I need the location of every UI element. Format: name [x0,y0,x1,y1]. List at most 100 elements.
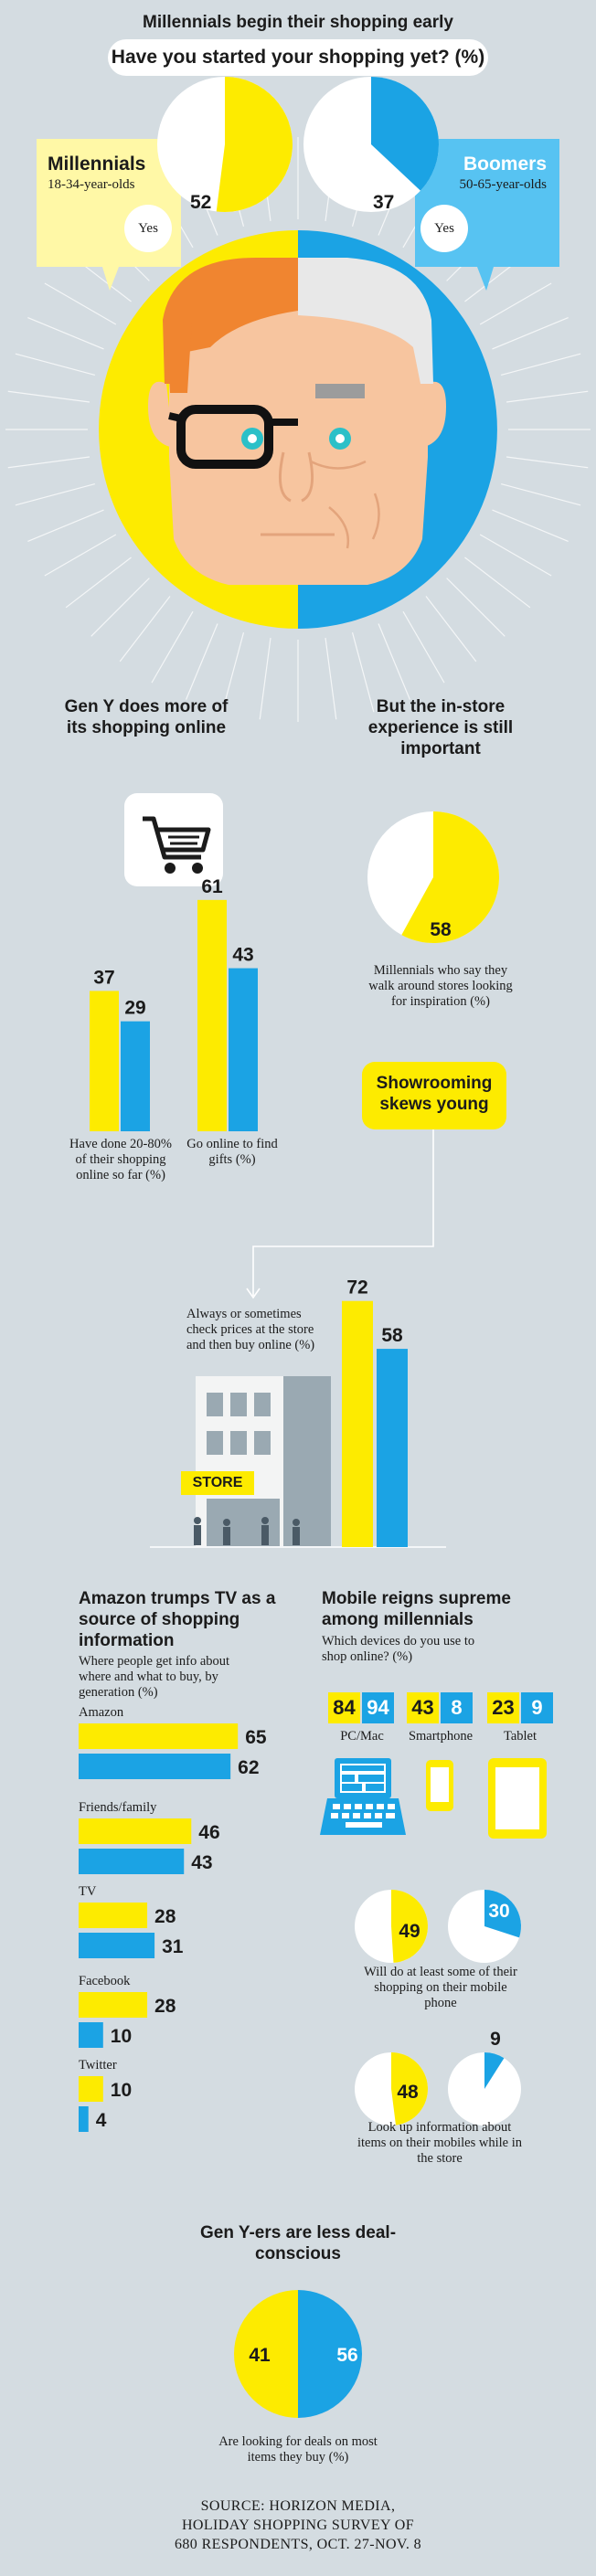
sunburst-ray [425,596,477,663]
millennials-ages: 18-34-year-olds [48,177,135,192]
sunburst-ray [15,482,95,506]
source-bar [79,1723,239,1749]
source-bar-value: 10 [111,2026,132,2047]
deals-title: Gen Y-ers are less deal-conscious [199,2223,397,2263]
online-bar-chart: 37 29 61 43 [90,876,258,1131]
source-bar [79,1992,148,2018]
online-cat-1: Have done 20-80% of their shopping onlin… [69,1137,172,1182]
source-category-label: Amazon [79,1705,124,1720]
sunburst-ray [378,623,411,700]
sunburst-ray [464,557,531,609]
source-bar [79,2022,103,2048]
pie-top-boomers-slice [371,77,439,191]
source-category-label: TV [79,1884,97,1899]
showrooming-bar-chart: 72 58 [342,1277,408,1547]
deals-millennials-half [234,2290,298,2418]
source-bar-value: 10 [111,2080,132,2101]
lookup-caption: Look up information about items on their… [357,2120,523,2166]
amazon-subtitle: Where people get info about where and wh… [79,1654,230,1700]
mobile-subtitle: Which devices do you use to shop online?… [322,1634,475,1664]
millennial-speech-bubble [37,139,181,291]
source-bar-value: 28 [154,1996,176,2017]
online-bar [121,1021,150,1131]
millennials-yes: Yes [138,221,158,236]
sunburst-ray [492,509,569,543]
pie-top-boomers-label: 37 [373,192,395,213]
phone-pie-millennials-value: 49 [399,1921,420,1942]
store-illustration [150,1376,446,1548]
device-value-square: 9 [521,1692,553,1723]
question-pill: Have you started your shopping yet? (%) [108,39,488,76]
store-sign-text: STORE [192,1475,243,1490]
showroom-caption: Always or sometimes check prices at the … [186,1307,315,1352]
showroom-bar-value: 72 [346,1277,367,1299]
online-bar-value: 29 [124,998,145,1019]
boomer-hair [298,258,433,384]
boomer-nose [301,451,314,503]
sunburst-ray [90,578,150,637]
phone-pie-millennials-slice [391,1890,429,1963]
boomers-ages: 50-65-year-olds [459,177,547,192]
source-bar-value: 31 [162,1936,184,1957]
millennial-face [169,311,298,585]
source-bar-value: 4 [96,2110,107,2131]
sunburst-ray [446,578,506,637]
sunburst-ray [65,557,132,609]
source-bar-value: 46 [198,1822,219,1843]
sunburst-ray [492,316,569,350]
smartphone-icon [426,1760,453,1811]
phone-pie-boomers-value: 30 [488,1901,509,1922]
source-bar-value: 62 [238,1757,259,1778]
lookup-pie-boomers-value: 9 [490,2029,501,2050]
sunburst-ray [479,534,552,577]
sunburst-ray [351,632,375,713]
boomers-label: Boomers [463,154,547,175]
sunburst-ray [479,282,552,325]
source-bar [79,1933,155,1958]
online-bar-value: 37 [93,967,114,988]
sunburst-ray [325,637,337,720]
sunburst-ray [501,353,581,376]
sunburst-ray [7,390,90,403]
tablet-icon [488,1758,547,1839]
millennial-ear [148,381,174,448]
sunburst-ray [44,534,117,577]
deals-caption: Are looking for deals on most items they… [218,2434,378,2465]
boomer-face [298,311,428,585]
instore-pie-value: 58 [430,919,452,940]
device-value-square: 43 [407,1692,439,1723]
online-bar [90,991,119,1131]
sunburst-ray [27,316,104,350]
phone-pie-boomers-slice [484,1890,521,1938]
laptop-icon [320,1758,406,1835]
source-bar [79,1849,185,1874]
device-value-square: 94 [362,1692,394,1723]
device-value-square: 84 [328,1692,360,1723]
pie-top-millennials-slice [216,77,293,212]
page-title: Millennials begin their shopping early [143,13,453,32]
millennial-yes-bubble [124,205,172,252]
millennial-nose [278,451,292,503]
info-source-bar-chart: Amazon 65 62 Friends/family 46 43 TV 28 31 Facebo… [79,1705,267,2132]
sunburst-ray [27,509,104,543]
store-sign: STORE [181,1471,254,1495]
source-bar [79,1818,192,1844]
source-bar-value: 65 [245,1727,267,1748]
millennial-hair [163,258,298,384]
boomer-ear [420,381,446,448]
sunburst-ray [185,623,218,700]
source-category-label: Twitter [79,2058,117,2072]
deals-boomers-value: 56 [336,2345,357,2366]
mobile-title: Mobile reigns supreme among millennials [322,1589,511,1629]
sunburst-ray [259,637,271,720]
device-label-tablet: Tablet [503,1729,537,1744]
online-cat-2: Go online to find gifts (%) [186,1137,278,1167]
amazon-title: Amazon trumps TV as a source of shopping… [79,1589,276,1650]
sunburst-ray [151,610,194,684]
source-category-label: Friends/family [79,1800,157,1815]
online-bar [229,968,258,1131]
mobile-pies: 49 30 48 9 [355,1890,521,2125]
sunburst-ray [15,353,95,376]
device-label-pc: PC/Mac [340,1729,384,1744]
boomer-speech-bubble [415,139,559,291]
